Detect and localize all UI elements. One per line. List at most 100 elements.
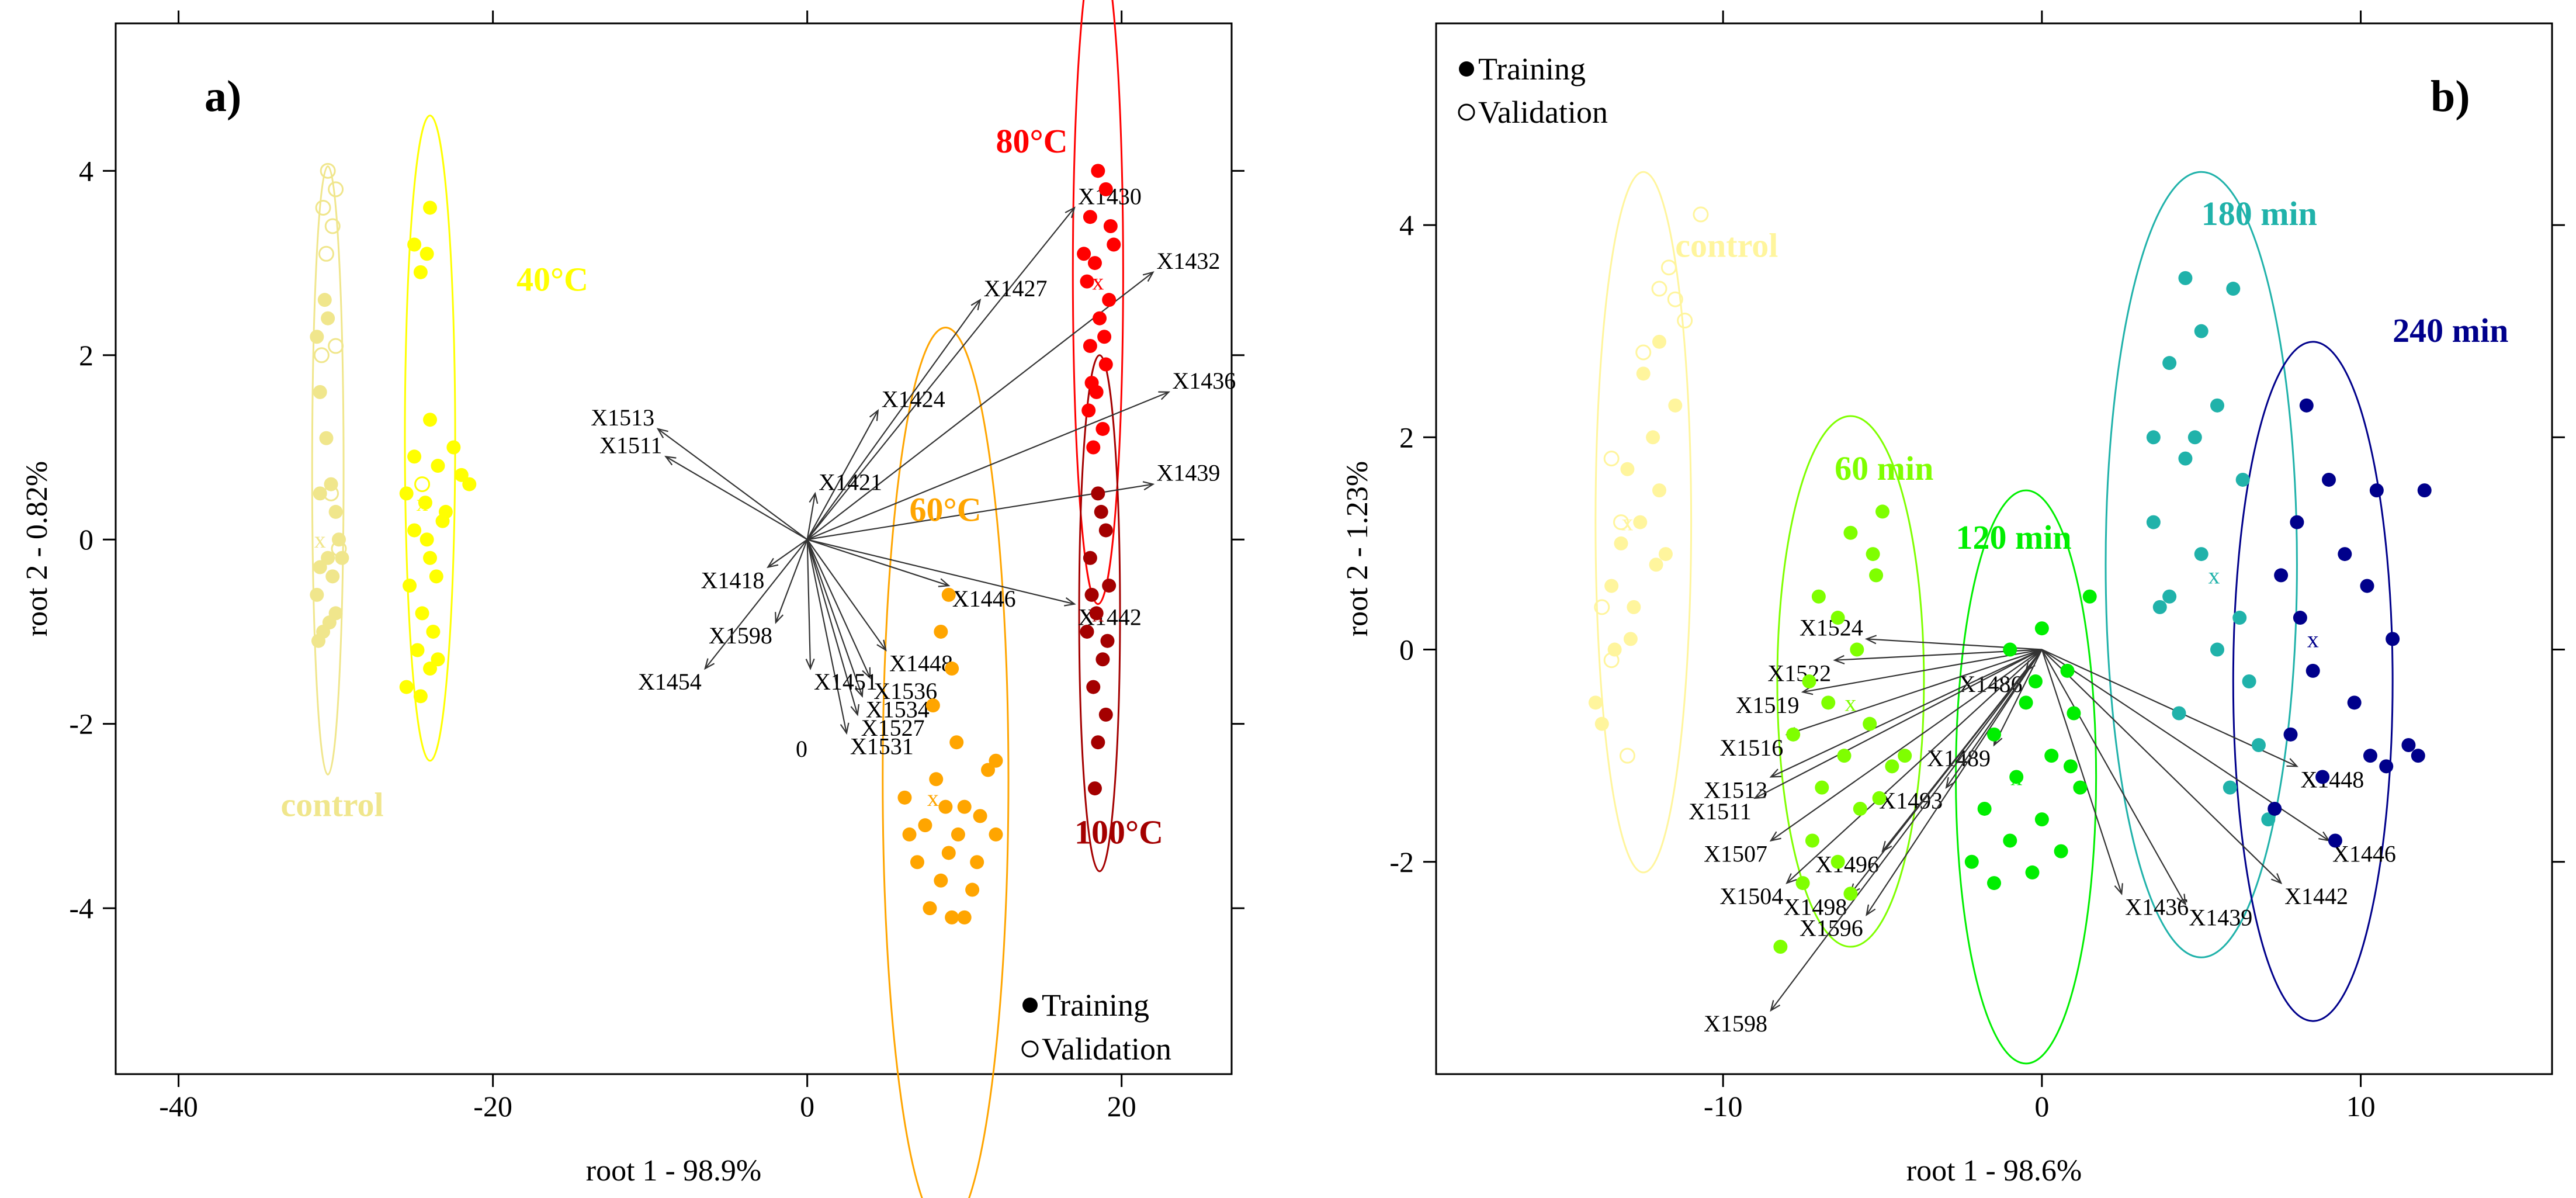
y-tick-label: 2	[1399, 421, 1414, 453]
point-training-240-min	[2360, 579, 2374, 593]
point-training-40c	[419, 532, 434, 547]
panel-a-loadings: X1430X1432X1427X1436X1424X1439X1513X1511…	[591, 183, 1236, 759]
point-training-100c	[1087, 781, 1102, 796]
group-label-60c: 60°C	[910, 491, 982, 529]
point-training-240-min	[2386, 632, 2400, 646]
loading-arrow-x1427	[806, 299, 981, 540]
point-training-40c	[419, 247, 434, 261]
loading-label-x1442: X1442	[2284, 883, 2348, 909]
point-training-60c	[951, 827, 965, 842]
point-validation-control	[318, 245, 334, 262]
loading-arrowhead	[2270, 873, 2283, 885]
point-training-240-min	[2293, 611, 2307, 625]
point-training-60-min	[1843, 887, 1858, 901]
point-training-100c	[1094, 504, 1108, 519]
loading-arrowhead	[1785, 873, 1797, 884]
loading-arrowhead	[767, 558, 779, 569]
loading-label-x1493: X1493	[1879, 788, 1943, 814]
loading-arrow-x1536	[806, 539, 871, 678]
point-training-60-min	[1795, 876, 1810, 891]
loading-label-x1418: X1418	[701, 567, 765, 594]
point-training-120-min	[2003, 833, 2017, 848]
x-tick-label: 0	[2034, 1090, 2049, 1123]
panel-b-labels: control 60 min 120 min 180 min 240 min	[1675, 195, 2508, 556]
loading-label-x1439: X1439	[2189, 904, 2252, 930]
point-training-180-min	[2172, 706, 2186, 721]
point-training-40c	[413, 689, 428, 704]
point-training-60-min	[1863, 716, 1877, 731]
loading-label-x1504: X1504	[1719, 883, 1783, 909]
loading-label-x1427: X1427	[984, 275, 1048, 302]
point-training-control	[319, 431, 334, 445]
centroid-control: x	[314, 527, 326, 553]
point-training-control	[311, 633, 326, 648]
point-training-180-min	[2210, 642, 2224, 657]
loading-arrowhead	[2114, 883, 2123, 895]
loading-arrowhead	[809, 491, 819, 504]
centroid-80c: x	[1092, 269, 1104, 295]
point-training-60c	[949, 735, 964, 750]
point-training-60c	[918, 818, 932, 833]
point-training-180-min	[2178, 271, 2193, 285]
loading-label-x1421: X1421	[819, 469, 882, 495]
loading-label-x1432: X1432	[1156, 248, 1220, 274]
point-training-180-min	[2152, 600, 2167, 614]
point-training-60-min	[1830, 611, 1845, 625]
point-training-60c	[957, 799, 972, 814]
point-training-120-min	[1987, 876, 2001, 891]
point-training-80c	[1103, 219, 1118, 233]
point-validation-control	[1613, 514, 1629, 531]
point-training-control	[1652, 334, 1666, 349]
point-training-100c	[1091, 486, 1105, 501]
ellipse-60-min	[1776, 415, 1925, 948]
loading-label-x1531: X1531	[850, 733, 914, 759]
point-training-60c	[934, 873, 948, 888]
point-training-120-min	[1987, 727, 2001, 742]
point-training-40c	[446, 440, 461, 455]
loading-label-x1598: X1598	[1704, 1010, 1767, 1037]
point-training-40c	[431, 459, 445, 473]
loading-arrowhead	[1833, 655, 1845, 664]
point-training-80c	[1098, 182, 1113, 196]
point-training-60-min	[1853, 801, 1867, 816]
group-label-80c: 80°C	[996, 122, 1067, 160]
point-training-240-min	[2338, 547, 2352, 562]
legend-validation-label: Validation	[1042, 1031, 1171, 1067]
loading-arrowhead	[1064, 597, 1076, 607]
point-training-control	[313, 486, 327, 501]
point-training-60c	[989, 753, 1003, 768]
point-training-80c	[1087, 256, 1102, 271]
point-training-120-min	[2082, 589, 2097, 604]
loading-arrow-x1439	[2041, 649, 2186, 905]
centroid-60-min: x	[1845, 690, 1856, 716]
ellipse-180-min	[2105, 171, 2298, 958]
point-training-120-min	[2063, 759, 2078, 774]
group-label-240-min: 240 min	[2393, 311, 2508, 349]
group-label-control: control	[1675, 227, 1778, 265]
point-training-180-min	[2194, 324, 2209, 338]
point-validation-40c	[414, 476, 431, 493]
point-training-control	[313, 560, 327, 574]
point-training-180-min	[2251, 738, 2266, 752]
point-validation-control	[324, 218, 341, 234]
point-training-60-min	[1802, 674, 1816, 689]
point-training-control	[1604, 579, 1619, 593]
loading-label-x1596: X1596	[1800, 915, 1863, 941]
point-training-control	[310, 330, 324, 344]
loading-arrow-x1424	[806, 410, 879, 540]
ellipse-40c	[404, 115, 456, 762]
loading-arrowhead	[1769, 768, 1782, 778]
ellipse-120-min	[1955, 489, 2097, 1065]
ellipse-100c	[1078, 354, 1121, 872]
loading-label-x1536: X1536	[873, 678, 937, 704]
loading-label-x1451: X1451	[814, 669, 878, 695]
group-label-100c: 100°C	[1074, 813, 1163, 851]
point-training-60c	[923, 901, 937, 916]
point-training-control	[310, 587, 324, 602]
group-label-40c: 40°C	[516, 260, 588, 298]
point-training-40c	[454, 468, 469, 482]
panel-a-ylabel: root 2 - 0.82%	[20, 461, 54, 636]
loading-arrow-x1498	[1850, 649, 2043, 894]
x-tick-label: 0	[800, 1090, 814, 1123]
